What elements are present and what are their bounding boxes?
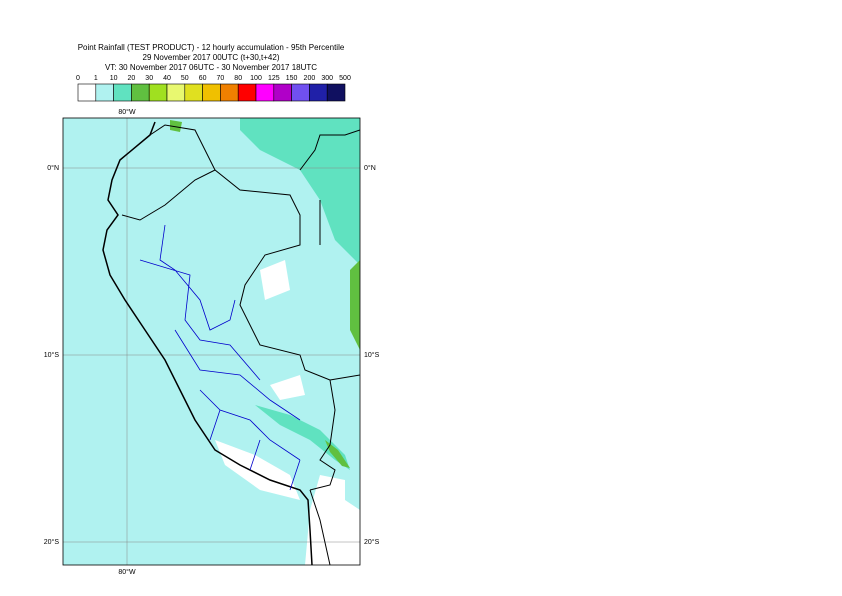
colorbar-label: 30 bbox=[145, 75, 153, 82]
color-box bbox=[148, 83, 168, 102]
longitude-label: 80°W bbox=[118, 568, 136, 576]
map-frame bbox=[62, 117, 361, 566]
latitude-label: 0°N bbox=[364, 164, 376, 172]
latitude-label: 10°S bbox=[44, 351, 60, 359]
colorbar-label: 500 bbox=[339, 75, 351, 82]
color-box bbox=[273, 83, 292, 102]
dry-area bbox=[305, 475, 360, 565]
color-box bbox=[202, 83, 221, 102]
title: Point Rainfall (TEST PRODUCT) - 12 hourl… bbox=[78, 43, 345, 52]
rain-field bbox=[255, 405, 350, 470]
color-box bbox=[184, 83, 203, 102]
region-border bbox=[139, 224, 301, 491]
rain-field bbox=[240, 118, 360, 265]
color-box bbox=[113, 83, 132, 102]
colorbar: 0 1 10 20 30 40 50 60 70 80 100 125 150 200 300 500 bbox=[76, 75, 351, 102]
colorbar-label: 1 bbox=[94, 75, 98, 82]
colorbar-label: 125 bbox=[268, 75, 280, 82]
color-box bbox=[131, 83, 150, 102]
colorbar-label: 150 bbox=[286, 75, 298, 82]
colorbar-label: 50 bbox=[181, 75, 189, 82]
colorbar-label: 40 bbox=[163, 75, 171, 82]
latitude-label: 0°N bbox=[47, 164, 59, 172]
rain-field bbox=[170, 120, 182, 132]
latitude-label: 10°S bbox=[364, 351, 380, 359]
color-box bbox=[95, 83, 114, 102]
map: 80°W 80°W bbox=[62, 108, 361, 576]
dry-area bbox=[260, 260, 290, 300]
colorbar-label: 300 bbox=[321, 75, 333, 82]
color-box bbox=[309, 83, 328, 102]
colorbar-label: 80 bbox=[234, 75, 242, 82]
colorbar-label: 0 bbox=[76, 75, 80, 82]
longitude-label: 80°W bbox=[118, 108, 136, 116]
rain-field bbox=[325, 440, 350, 468]
colorbar-label: 10 bbox=[110, 75, 118, 82]
color-box bbox=[77, 83, 97, 102]
dry-area bbox=[215, 440, 300, 500]
latitude-label: 20°S bbox=[44, 538, 60, 546]
colorbar-label: 60 bbox=[199, 75, 207, 82]
color-box bbox=[326, 83, 346, 102]
country-border bbox=[149, 124, 360, 565]
latitude-label: 20°S bbox=[364, 538, 380, 546]
colorbar-label: 70 bbox=[217, 75, 225, 82]
color-box bbox=[220, 83, 239, 102]
subtitle: 29 November 2017 00UTC (t+30,t+42) bbox=[143, 53, 280, 62]
subtitle: VT: 30 November 2017 06UTC - 30 November… bbox=[105, 63, 317, 72]
color-box bbox=[237, 83, 257, 102]
coastline bbox=[102, 121, 313, 565]
colorbar-label: 200 bbox=[304, 75, 316, 82]
colorbar-label: 100 bbox=[250, 75, 262, 82]
country-border bbox=[121, 169, 336, 491]
color-box bbox=[166, 83, 186, 102]
dry-area bbox=[270, 375, 305, 400]
colorbar-label: 20 bbox=[128, 75, 136, 82]
color-box bbox=[255, 83, 275, 102]
rain-field bbox=[350, 260, 360, 350]
color-box bbox=[291, 83, 310, 102]
